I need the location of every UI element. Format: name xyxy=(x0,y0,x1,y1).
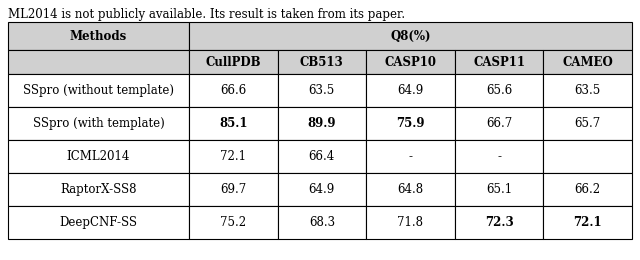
Text: ML2014 is not publicly available. Its result is taken from its paper.: ML2014 is not publicly available. Its re… xyxy=(8,8,405,21)
Bar xyxy=(455,173,543,206)
Bar xyxy=(278,140,366,173)
Text: CASP11: CASP11 xyxy=(473,55,525,68)
Text: SSpro (without template): SSpro (without template) xyxy=(23,84,174,97)
Bar xyxy=(366,173,455,206)
Bar xyxy=(455,206,543,239)
Text: 89.9: 89.9 xyxy=(308,117,336,130)
Text: 63.5: 63.5 xyxy=(308,84,335,97)
Bar xyxy=(8,140,189,173)
Bar xyxy=(455,74,543,107)
Bar xyxy=(543,173,632,206)
Bar xyxy=(189,107,278,140)
Bar xyxy=(189,206,278,239)
Bar xyxy=(543,74,632,107)
Bar xyxy=(366,140,455,173)
Text: 66.7: 66.7 xyxy=(486,117,512,130)
Text: CASP10: CASP10 xyxy=(385,55,436,68)
Bar xyxy=(278,50,366,74)
Bar xyxy=(189,74,278,107)
Bar xyxy=(8,107,189,140)
Text: DeepCNF-SS: DeepCNF-SS xyxy=(60,216,138,229)
Text: 65.1: 65.1 xyxy=(486,183,512,196)
Text: 71.8: 71.8 xyxy=(397,216,424,229)
Bar xyxy=(189,173,278,206)
Bar xyxy=(278,107,366,140)
Bar xyxy=(8,74,189,107)
Text: CB513: CB513 xyxy=(300,55,344,68)
Text: 63.5: 63.5 xyxy=(575,84,601,97)
Bar xyxy=(278,173,366,206)
Bar xyxy=(366,107,455,140)
Text: ICML2014: ICML2014 xyxy=(67,150,130,163)
Bar xyxy=(455,140,543,173)
Text: 75.2: 75.2 xyxy=(220,216,246,229)
Bar xyxy=(8,50,189,74)
Text: 66.6: 66.6 xyxy=(220,84,246,97)
Text: 64.9: 64.9 xyxy=(397,84,424,97)
Text: 66.4: 66.4 xyxy=(308,150,335,163)
Bar xyxy=(189,140,278,173)
Text: 64.8: 64.8 xyxy=(397,183,424,196)
Bar xyxy=(278,206,366,239)
Text: Q8(%): Q8(%) xyxy=(390,29,431,42)
Text: 75.9: 75.9 xyxy=(396,117,425,130)
Text: 72.1: 72.1 xyxy=(573,216,602,229)
Text: RaptorX-SS8: RaptorX-SS8 xyxy=(60,183,137,196)
Bar xyxy=(455,107,543,140)
Text: 64.9: 64.9 xyxy=(308,183,335,196)
Text: CAMEO: CAMEO xyxy=(563,55,613,68)
Text: Methods: Methods xyxy=(70,29,127,42)
Bar xyxy=(366,50,455,74)
Bar xyxy=(366,206,455,239)
Text: 66.2: 66.2 xyxy=(575,183,601,196)
Bar xyxy=(8,173,189,206)
Bar xyxy=(543,206,632,239)
Text: -: - xyxy=(408,150,413,163)
Text: -: - xyxy=(497,150,501,163)
Bar xyxy=(8,206,189,239)
Text: 65.7: 65.7 xyxy=(575,117,601,130)
Bar xyxy=(543,50,632,74)
Bar xyxy=(543,140,632,173)
Bar xyxy=(189,22,632,50)
Text: 72.1: 72.1 xyxy=(220,150,246,163)
Bar xyxy=(455,50,543,74)
Text: 68.3: 68.3 xyxy=(309,216,335,229)
Text: 72.3: 72.3 xyxy=(484,216,513,229)
Bar xyxy=(8,22,189,50)
Text: 85.1: 85.1 xyxy=(219,117,248,130)
Text: 69.7: 69.7 xyxy=(220,183,246,196)
Bar xyxy=(278,74,366,107)
Bar xyxy=(189,50,278,74)
Text: 65.6: 65.6 xyxy=(486,84,512,97)
Text: CullPDB: CullPDB xyxy=(205,55,261,68)
Bar xyxy=(543,107,632,140)
Text: SSpro (with template): SSpro (with template) xyxy=(33,117,164,130)
Bar xyxy=(366,74,455,107)
